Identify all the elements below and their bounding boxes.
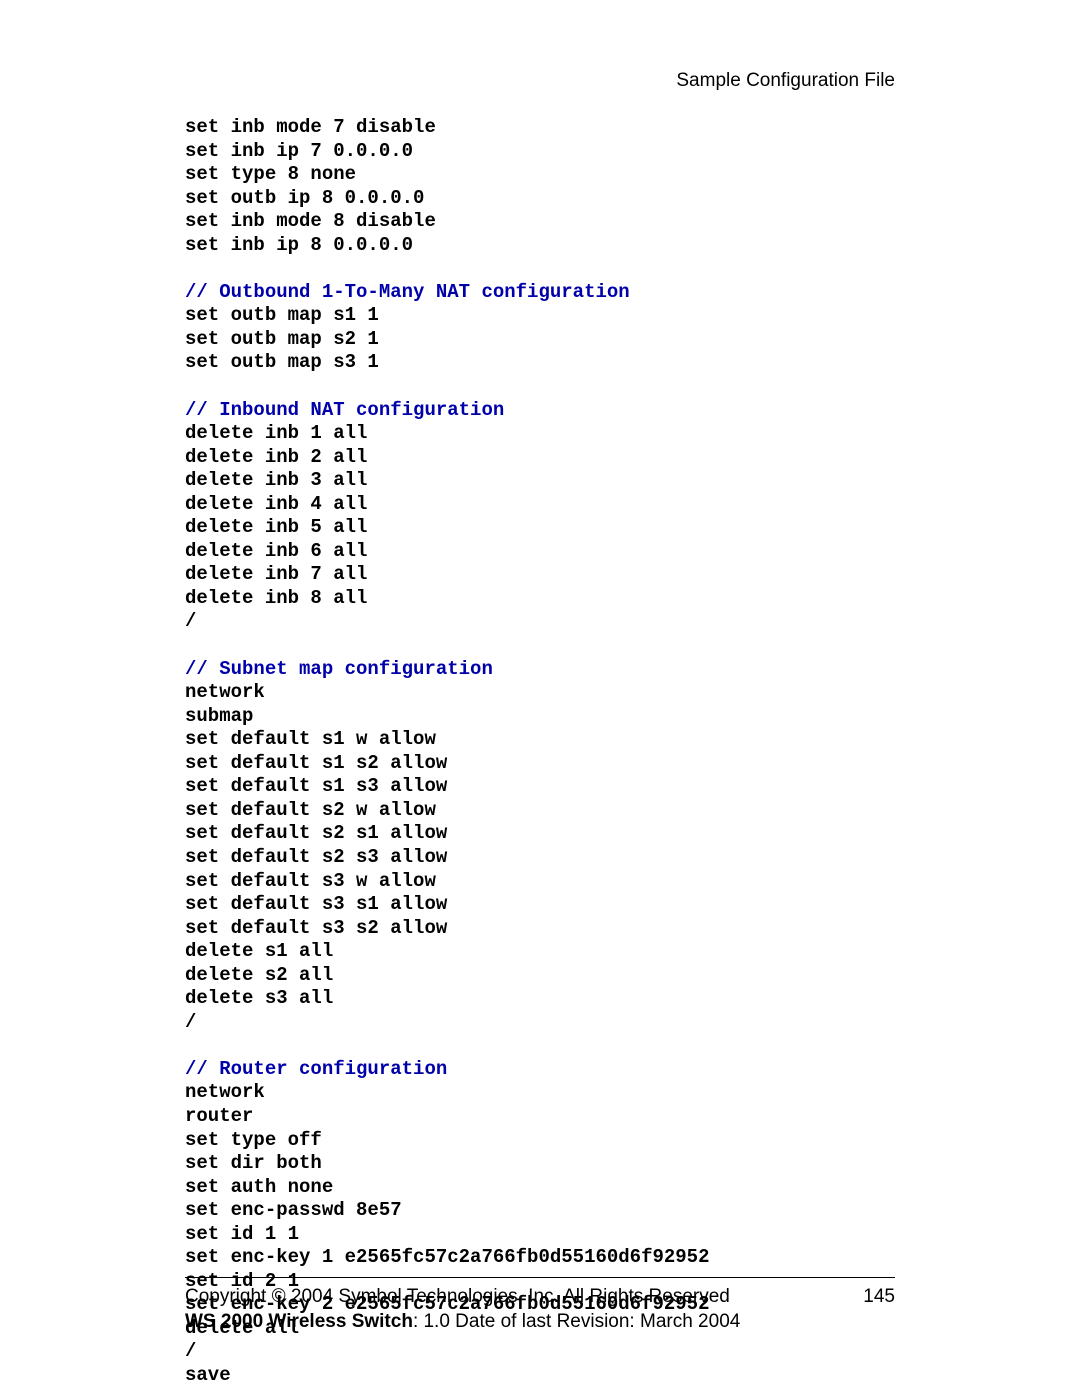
config-code-line: delete s1 all bbox=[185, 940, 895, 964]
config-code-line: delete inb 8 all bbox=[185, 587, 895, 611]
config-code-line: set default s1 s2 allow bbox=[185, 752, 895, 776]
footer-product-name: WS 2000 Wireless Switch bbox=[185, 1311, 413, 1332]
page-number: 145 bbox=[863, 1284, 895, 1335]
footer-product-rest: : 1.0 Date of last Revision: March 2004 bbox=[413, 1311, 740, 1332]
config-code-line: set enc-key 1 e2565fc57c2a766fb0d55160d6… bbox=[185, 1246, 895, 1270]
config-code-line: delete s2 all bbox=[185, 964, 895, 988]
config-code-line: set outb map s2 1 bbox=[185, 328, 895, 352]
config-code-line: set default s1 w allow bbox=[185, 728, 895, 752]
config-code-line: set default s3 s2 allow bbox=[185, 917, 895, 941]
config-code-line: set enc-passwd 8e57 bbox=[185, 1199, 895, 1223]
config-blank-line bbox=[185, 375, 895, 399]
config-code-line: delete inb 2 all bbox=[185, 446, 895, 470]
config-code-line: delete inb 1 all bbox=[185, 422, 895, 446]
config-code-line: set dir both bbox=[185, 1152, 895, 1176]
footer-rule bbox=[185, 1277, 895, 1278]
config-code-line: set outb ip 8 0.0.0.0 bbox=[185, 187, 895, 211]
config-code-line: delete inb 3 all bbox=[185, 469, 895, 493]
config-code-line: set inb ip 7 0.0.0.0 bbox=[185, 140, 895, 164]
config-code-line: set default s1 s3 allow bbox=[185, 775, 895, 799]
config-code-line: set inb ip 8 0.0.0.0 bbox=[185, 234, 895, 258]
config-code-line: set outb map s3 1 bbox=[185, 351, 895, 375]
footer-left: Copyright © 2004 Symbol Technologies, In… bbox=[185, 1284, 740, 1335]
config-comment-line: // Subnet map configuration bbox=[185, 658, 895, 682]
config-code-block: set inb mode 7 disableset inb ip 7 0.0.0… bbox=[185, 116, 895, 1388]
config-code-line: set inb mode 8 disable bbox=[185, 210, 895, 234]
config-code-line: delete inb 7 all bbox=[185, 563, 895, 587]
config-code-line: set default s2 s3 allow bbox=[185, 846, 895, 870]
footer-copyright: Copyright © 2004 Symbol Technologies, In… bbox=[185, 1284, 740, 1310]
config-code-line: network bbox=[185, 1081, 895, 1105]
config-code-line: set default s2 w allow bbox=[185, 799, 895, 823]
config-code-line: set default s3 w allow bbox=[185, 870, 895, 894]
footer-row: Copyright © 2004 Symbol Technologies, In… bbox=[185, 1284, 895, 1335]
config-code-line: delete inb 6 all bbox=[185, 540, 895, 564]
config-code-line: set inb mode 7 disable bbox=[185, 116, 895, 140]
config-blank-line bbox=[185, 1034, 895, 1058]
config-code-line: delete s3 all bbox=[185, 987, 895, 1011]
config-blank-line bbox=[185, 634, 895, 658]
page-footer: Copyright © 2004 Symbol Technologies, In… bbox=[185, 1277, 895, 1335]
config-code-line: submap bbox=[185, 705, 895, 729]
config-comment-line: // Inbound NAT configuration bbox=[185, 399, 895, 423]
config-code-line: save bbox=[185, 1364, 895, 1388]
config-code-line: set outb map s1 1 bbox=[185, 304, 895, 328]
config-code-line: set auth none bbox=[185, 1176, 895, 1200]
config-code-line: set default s3 s1 allow bbox=[185, 893, 895, 917]
document-page: Sample Configuration File set inb mode 7… bbox=[0, 0, 1080, 1397]
config-blank-line bbox=[185, 257, 895, 281]
footer-product: WS 2000 Wireless Switch: 1.0 Date of las… bbox=[185, 1309, 740, 1335]
config-comment-line: // Outbound 1-To-Many NAT configuration bbox=[185, 281, 895, 305]
config-comment-line: // Router configuration bbox=[185, 1058, 895, 1082]
config-code-line: set default s2 s1 allow bbox=[185, 822, 895, 846]
config-code-line: network bbox=[185, 681, 895, 705]
config-code-line: set type off bbox=[185, 1129, 895, 1153]
config-code-line: router bbox=[185, 1105, 895, 1129]
config-code-line: set id 1 1 bbox=[185, 1223, 895, 1247]
config-code-line: / bbox=[185, 1011, 895, 1035]
header-title: Sample Configuration File bbox=[185, 70, 895, 92]
config-code-line: delete inb 5 all bbox=[185, 516, 895, 540]
config-code-line: / bbox=[185, 1340, 895, 1364]
config-code-line: delete inb 4 all bbox=[185, 493, 895, 517]
config-code-line: set type 8 none bbox=[185, 163, 895, 187]
config-code-line: / bbox=[185, 610, 895, 634]
